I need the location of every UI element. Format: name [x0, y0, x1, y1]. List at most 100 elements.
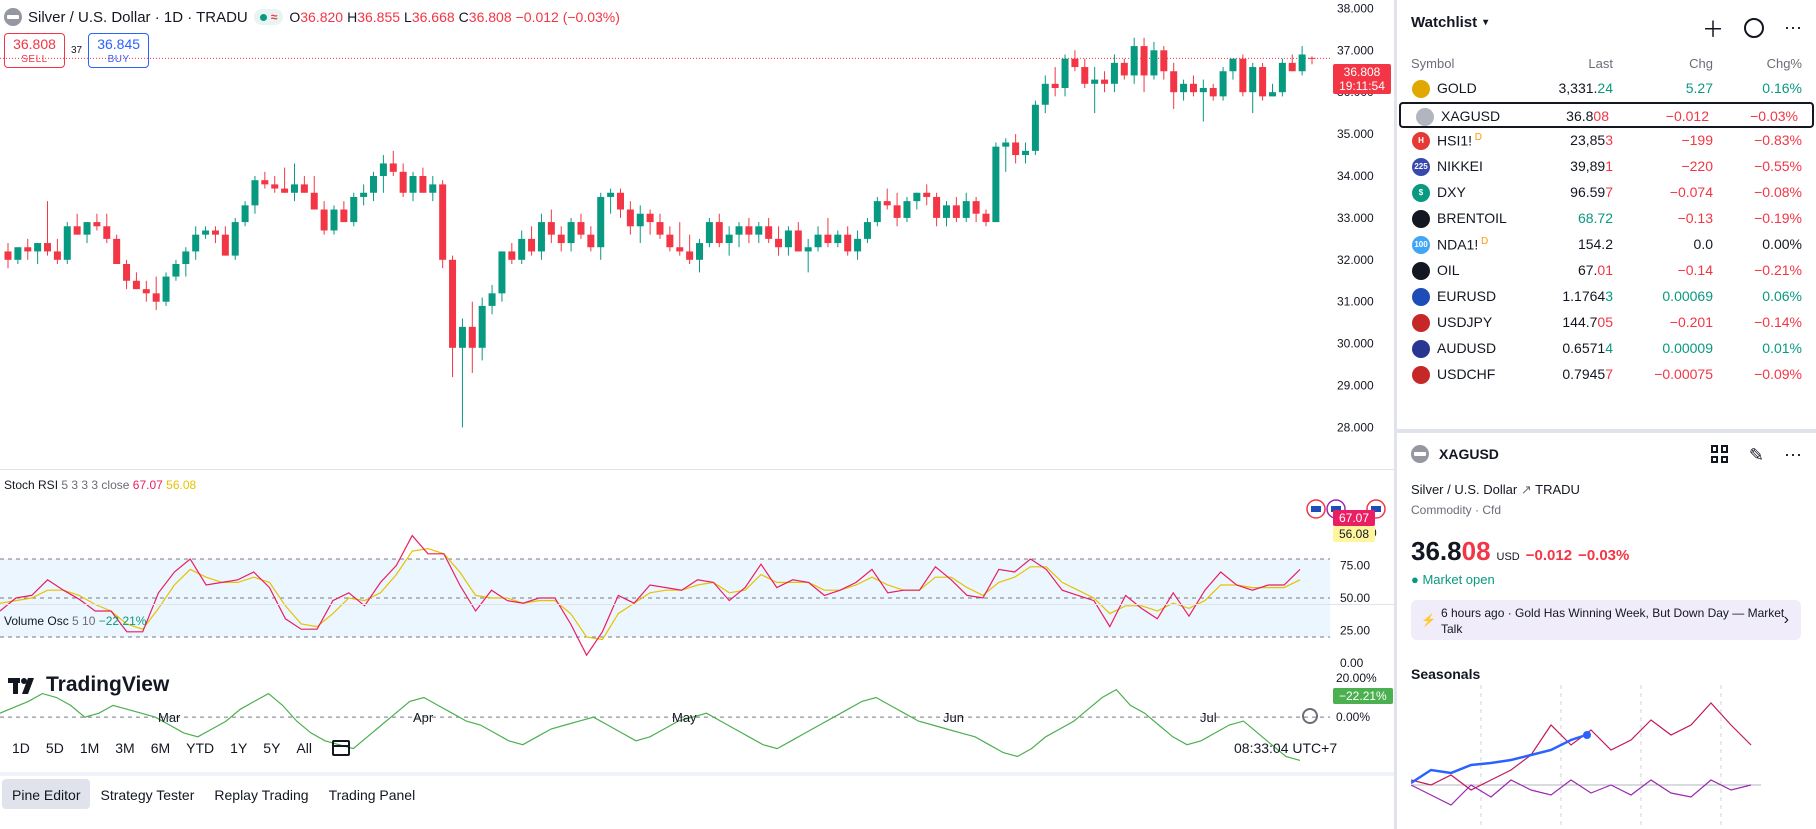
- candle-body: [83, 222, 91, 235]
- candle-body: [142, 289, 150, 294]
- candle-body: [913, 192, 921, 202]
- tab-trading-panel[interactable]: Trading Panel: [328, 787, 416, 803]
- watchlist-last: 67.01: [1577, 262, 1613, 278]
- tab-pine-editor[interactable]: Pine Editor: [2, 779, 91, 809]
- candle: [775, 226, 783, 256]
- watchlist-chg-pct: −0.83%: [1754, 132, 1802, 148]
- range-1y-button[interactable]: 1Y: [230, 740, 248, 756]
- more-icon[interactable]: ⋯: [1784, 445, 1802, 465]
- news-item[interactable]: ⚡ 6 hours ago · Gold Has Winning Week, B…: [1411, 600, 1801, 640]
- tab-strategy-tester[interactable]: Strategy Tester: [100, 787, 195, 803]
- range-3m-button[interactable]: 3M: [115, 740, 135, 756]
- seasonals-chart[interactable]: [1411, 685, 1807, 829]
- candle: [290, 163, 298, 202]
- buy-button[interactable]: 36.845 BUY: [88, 33, 150, 68]
- candle-body: [192, 234, 200, 252]
- candle-body: [4, 251, 12, 260]
- pane-separator[interactable]: [0, 469, 1394, 470]
- watchlist-row-nda1[interactable]: 100 NDA1! D 154.2 0.0 0.00%: [1397, 232, 1816, 258]
- market-status-pill[interactable]: ≈: [253, 9, 284, 25]
- watchlist-toolbar: ＋ ⋯: [1702, 12, 1802, 44]
- watchlist-chg-pct: −0.21%: [1754, 262, 1802, 278]
- sell-button[interactable]: 36.808 SELL: [4, 33, 65, 68]
- candle-body: [370, 176, 378, 193]
- more-icon[interactable]: ⋯: [1784, 17, 1802, 38]
- range-6m-button[interactable]: 6M: [150, 740, 171, 756]
- gear-icon[interactable]: [1302, 708, 1318, 724]
- volume-osc-legend[interactable]: Volume Osc 5 10 −22.21%: [4, 614, 147, 628]
- candle: [1180, 79, 1188, 101]
- col-chg-pct[interactable]: Chg%: [1766, 56, 1802, 71]
- watchlist-row-usdjpy[interactable]: USDJPY 144.705 −0.201 −0.14%: [1397, 310, 1816, 336]
- watchlist-row-usdchf[interactable]: USDCHF 0.79457 −0.00075 −0.09%: [1397, 362, 1816, 388]
- col-last[interactable]: Last: [1588, 56, 1613, 71]
- panel-separator[interactable]: [1397, 429, 1816, 433]
- range-5y-button[interactable]: 5Y: [263, 740, 281, 756]
- candle: [1160, 46, 1168, 80]
- watchlist-row-gold[interactable]: GOLD 3,331.24 5.27 0.16%: [1397, 76, 1816, 102]
- grid-icon[interactable]: [1710, 445, 1729, 463]
- details-symbol[interactable]: XAGUSD: [1439, 446, 1499, 462]
- candle: [73, 213, 81, 235]
- panel-divider[interactable]: [1394, 0, 1397, 829]
- calendar-icon[interactable]: [331, 740, 350, 756]
- watchlist-row-hsi1[interactable]: H HSI1! D 23,853 −199 −0.83%: [1397, 128, 1816, 154]
- watchlist-fade: [1397, 420, 1816, 430]
- candle: [903, 196, 911, 223]
- candle-body: [814, 234, 822, 248]
- watchlist-row-xagusd[interactable]: XAGUSD 36.808 −0.012 −0.03%: [1399, 102, 1814, 128]
- candle: [1081, 58, 1089, 88]
- pane-separator[interactable]: [0, 604, 1394, 605]
- candle: [834, 230, 842, 248]
- candle-body: [666, 234, 674, 248]
- nikkei-icon: 225: [1412, 158, 1430, 176]
- col-chg[interactable]: Chg: [1689, 56, 1713, 71]
- candle: [616, 188, 624, 218]
- main-chart[interactable]: 38.00037.00036.00035.00034.00033.00032.0…: [0, 0, 1394, 797]
- candle-body: [1002, 142, 1010, 147]
- chart-area[interactable]: Silver / U.S. Dollar · 1D · TRADU ≈ O36.…: [0, 0, 1394, 797]
- watchlist-row-dxy[interactable]: $ DXY 96.597 −0.074 −0.08%: [1397, 180, 1816, 206]
- watchlist-row-brentoil[interactable]: BRENTOIL 68.72 −0.13 −0.19%: [1397, 206, 1816, 232]
- tab-replay-trading[interactable]: Replay Trading: [214, 787, 309, 803]
- candle-body: [1071, 58, 1079, 68]
- candle: [1031, 100, 1039, 156]
- candle-body: [735, 226, 743, 235]
- stoch-rsi-legend[interactable]: Stoch RSI 5 3 3 3 close 67.07 56.08: [4, 478, 197, 492]
- stoch-tick-label: 25.00: [1340, 624, 1370, 638]
- add-symbol-icon[interactable]: ＋: [1701, 17, 1724, 42]
- watchlist-row-audusd[interactable]: AUDUSD 0.65714 0.00009 0.01%: [1397, 336, 1816, 362]
- trade-buttons: 36.808 SELL 37 36.845 BUY: [4, 33, 150, 68]
- chevron-down-icon[interactable]: ▾: [1483, 17, 1489, 28]
- range-1d-button[interactable]: 1D: [12, 740, 30, 756]
- candle-body: [1298, 54, 1306, 72]
- external-link-icon[interactable]: ↗: [1520, 482, 1532, 497]
- watchlist-header[interactable]: Watchlist ▾: [1411, 14, 1488, 31]
- watchlist-row-oil[interactable]: OIL 67.01 −0.14 −0.21%: [1397, 258, 1816, 284]
- range-1m-button[interactable]: 1M: [79, 740, 100, 756]
- candle-body: [745, 226, 753, 235]
- range-ytd-button[interactable]: YTD: [186, 740, 215, 756]
- watchlist-row-eurusd[interactable]: EURUSD 1.17643 0.00069 0.06%: [1397, 284, 1816, 310]
- range-all-button[interactable]: All: [296, 740, 312, 756]
- clock[interactable]: 08:33:04 UTC+7: [1234, 740, 1338, 756]
- candle: [1101, 71, 1109, 93]
- range-5d-button[interactable]: 5D: [45, 740, 64, 756]
- col-symbol[interactable]: Symbol: [1411, 56, 1455, 71]
- candle: [83, 222, 91, 244]
- bottom-panel-tabs: Pine Editor Strategy Tester Replay Tradi…: [0, 772, 1394, 829]
- candle: [449, 255, 457, 378]
- silver-icon: [1411, 445, 1429, 463]
- candle-body: [824, 234, 832, 244]
- pie-chart-icon[interactable]: [1744, 18, 1764, 38]
- candle: [537, 213, 545, 260]
- watchlist-title[interactable]: Watchlist: [1411, 14, 1478, 31]
- watchlist-row-nikkei[interactable]: 225 NIKKEI 39,891 −220 −0.55%: [1397, 154, 1816, 180]
- candle: [281, 167, 289, 193]
- watchlist-chg: 0.0: [1693, 236, 1713, 252]
- candle: [893, 192, 901, 227]
- symbol-title[interactable]: Silver / U.S. Dollar · 1D · TRADU: [28, 8, 248, 26]
- candle-body: [547, 222, 555, 235]
- edit-icon[interactable]: ✎: [1748, 445, 1764, 465]
- watchlist-last: 0.79457: [1562, 366, 1613, 382]
